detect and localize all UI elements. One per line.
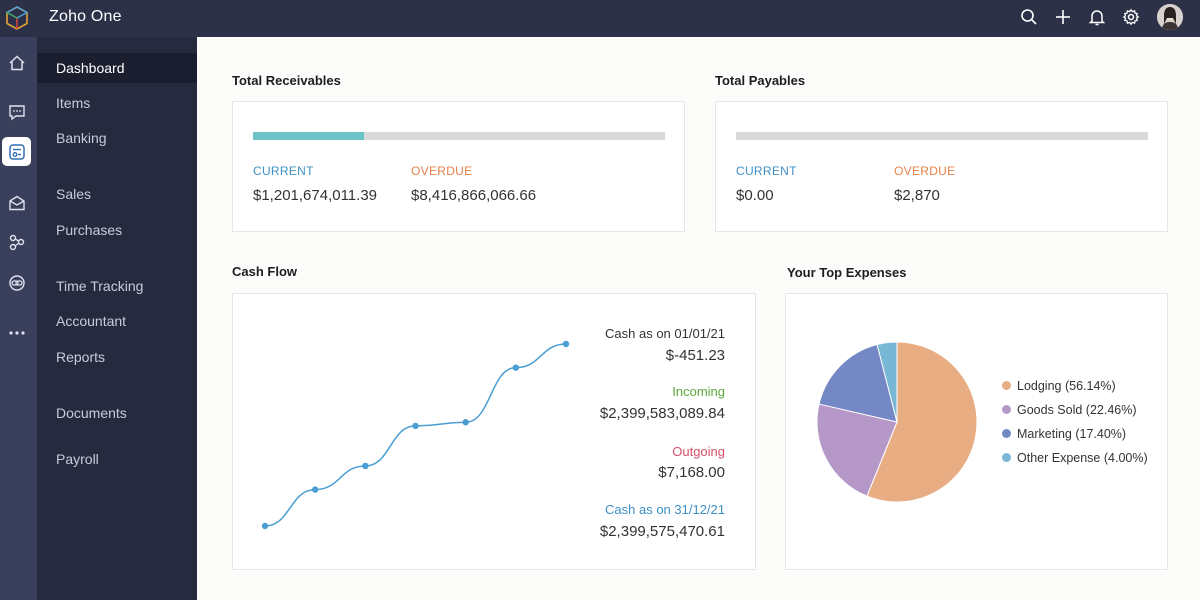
cashflow-outgoing-label: Outgoing bbox=[672, 444, 725, 459]
link-icon[interactable] bbox=[8, 274, 26, 292]
cashflow-chart bbox=[261, 340, 570, 530]
search-icon[interactable] bbox=[1020, 8, 1038, 26]
expenses-title: Your Top Expenses bbox=[787, 265, 907, 280]
receivables-overdue-label: OVERDUE bbox=[411, 164, 473, 178]
workflow-icon[interactable] bbox=[8, 233, 26, 251]
cashflow-end-value: $2,399,575,470.61 bbox=[599, 523, 725, 540]
legend-dot-marketing bbox=[1002, 429, 1011, 438]
cashflow-incoming-value: $2,399,583,089.84 bbox=[599, 405, 725, 422]
cashflow-line bbox=[264, 343, 567, 527]
receivables-current-value[interactable]: $1,201,674,011.39 bbox=[253, 187, 378, 204]
sidebar-item-time-tracking[interactable]: Time Tracking bbox=[56, 278, 144, 294]
cashflow-incoming-label: Incoming bbox=[672, 384, 725, 399]
cashflow-point-4[interactable] bbox=[412, 422, 419, 430]
cashflow-start-value: $-451.23 bbox=[665, 347, 725, 364]
sidebar-item-reports[interactable]: Reports bbox=[56, 349, 106, 365]
payables-current-label: CURRENT bbox=[736, 164, 797, 178]
zoho-logo-icon[interactable] bbox=[6, 6, 28, 30]
dashboard-main: Total Receivables CURRENT OVERDUE $1,201… bbox=[197, 37, 1200, 600]
sidebar-item-payroll[interactable]: Payroll bbox=[56, 451, 99, 467]
legend-dot-lodging bbox=[1002, 381, 1011, 390]
receivables-progress-bar bbox=[253, 132, 665, 140]
sidebar-item-items[interactable]: Items bbox=[56, 95, 91, 111]
legend-label-goods-sold: Goods Sold (22.46%) bbox=[1017, 403, 1137, 417]
receivables-overdue-value[interactable]: $8,416,866,066.66 bbox=[411, 187, 537, 204]
receivables-progress-fill bbox=[253, 132, 365, 140]
legend-dot-goods-sold bbox=[1002, 405, 1011, 414]
expenses-card: Lodging (56.14%) Goods Sold (22.46%) Mar… bbox=[785, 293, 1168, 570]
legend-item-goods-sold[interactable]: Goods Sold (22.46%) bbox=[1002, 403, 1137, 417]
cashflow-title: Cash Flow bbox=[232, 264, 298, 279]
cashflow-point-3[interactable] bbox=[362, 462, 369, 470]
avatar-image bbox=[1157, 4, 1183, 30]
legend-item-lodging[interactable]: Lodging (56.14%) bbox=[1002, 379, 1116, 393]
more-icon[interactable] bbox=[8, 324, 26, 342]
pie-slice-other-expense[interactable] bbox=[876, 341, 898, 423]
cashflow-point-1[interactable] bbox=[261, 522, 269, 530]
legend-label-lodging: Lodging (56.14%) bbox=[1017, 379, 1116, 393]
legend-item-marketing[interactable]: Marketing (17.40%) bbox=[1002, 427, 1126, 441]
bell-icon[interactable] bbox=[1088, 8, 1106, 26]
legend-dot-other-expense bbox=[1002, 453, 1011, 462]
gear-icon[interactable] bbox=[1122, 8, 1140, 26]
sidebar-item-sales[interactable]: Sales bbox=[56, 186, 92, 202]
payables-current-value[interactable]: $0.00 bbox=[736, 187, 774, 204]
receivables-card[interactable]: CURRENT OVERDUE $1,201,674,011.39 $8,416… bbox=[232, 101, 685, 232]
app-rail bbox=[0, 37, 37, 600]
receivables-title: Total Receivables bbox=[232, 73, 341, 88]
app-title: Zoho One bbox=[49, 8, 122, 25]
sidebar-item-purchases[interactable]: Purchases bbox=[56, 222, 123, 238]
home-icon[interactable] bbox=[8, 54, 26, 72]
mail-icon[interactable] bbox=[8, 194, 26, 212]
payables-overdue-label: OVERDUE bbox=[894, 164, 956, 178]
cashflow-card: Cash as on 01/01/21 $-451.23 Incoming $2… bbox=[232, 293, 756, 570]
cashflow-point-2[interactable] bbox=[311, 486, 319, 493]
legend-label-marketing: Marketing (17.40%) bbox=[1017, 427, 1127, 441]
sidebar-item-dashboard[interactable]: Dashboard bbox=[37, 53, 197, 83]
legend-label-other-expense: Other Expense (4.00%) bbox=[1017, 451, 1148, 465]
rail-active-indicator bbox=[2, 137, 31, 166]
top-bar: Zoho One bbox=[0, 0, 1200, 37]
pie-slice-lodging[interactable] bbox=[866, 341, 978, 503]
payables-title: Total Payables bbox=[715, 73, 806, 88]
sidebar: Dashboard Items Banking Sales Purchases … bbox=[37, 37, 197, 600]
cashflow-point-7[interactable] bbox=[562, 340, 570, 348]
cashflow-end-label: Cash as on 31/12/21 bbox=[605, 502, 725, 517]
payables-progress-bar bbox=[736, 132, 1148, 140]
cashflow-point-6[interactable] bbox=[512, 364, 520, 371]
payables-card[interactable]: CURRENT OVERDUE $0.00 $2,870 bbox=[715, 101, 1168, 232]
receivables-current-label: CURRENT bbox=[253, 164, 314, 178]
user-avatar[interactable] bbox=[1157, 4, 1183, 30]
plus-icon[interactable] bbox=[1054, 8, 1072, 26]
sidebar-item-banking[interactable]: Banking bbox=[56, 130, 107, 146]
chat-icon[interactable] bbox=[8, 103, 26, 121]
expenses-pie-chart bbox=[816, 341, 978, 503]
cashflow-point-5[interactable] bbox=[462, 419, 469, 426]
pie-slice-marketing[interactable] bbox=[818, 343, 898, 423]
payables-overdue-value[interactable]: $2,870 bbox=[894, 187, 940, 204]
cashflow-start-label: Cash as on 01/01/21 bbox=[605, 326, 725, 341]
cashflow-outgoing-value: $7,168.00 bbox=[658, 464, 725, 481]
books-app-icon[interactable] bbox=[8, 143, 26, 161]
pie-slice-goods-sold[interactable] bbox=[816, 403, 898, 497]
sidebar-item-accountant[interactable]: Accountant bbox=[56, 313, 127, 329]
legend-item-other-expense[interactable]: Other Expense (4.00%) bbox=[1002, 451, 1148, 465]
sidebar-item-documents[interactable]: Documents bbox=[56, 405, 127, 421]
